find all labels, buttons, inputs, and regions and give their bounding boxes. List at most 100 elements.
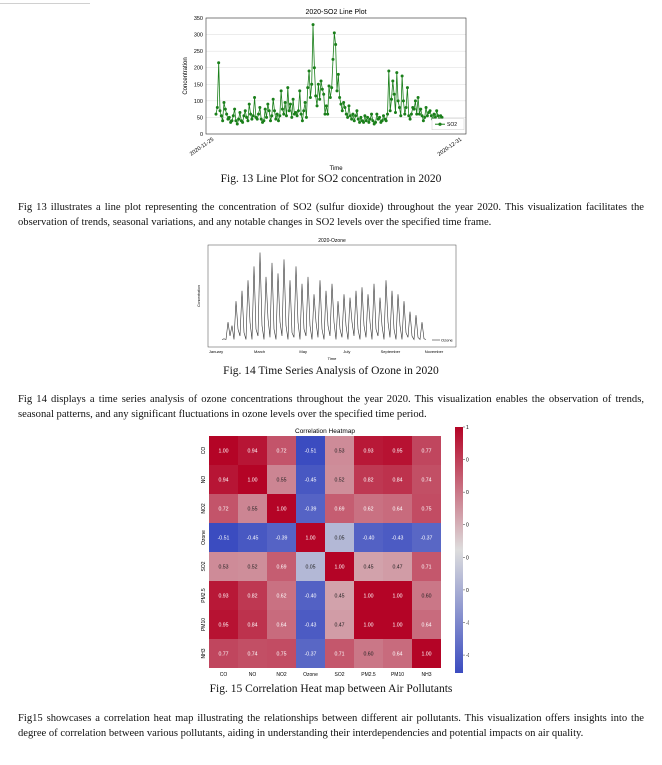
heatmap-cell (238, 581, 267, 610)
heatmap-cell (267, 552, 296, 581)
so2-data-point (269, 119, 273, 123)
so2-data-point (251, 114, 255, 118)
cell-value-label: -0.51 (305, 449, 317, 455)
so2-data-point (283, 101, 287, 105)
so2-data-point (391, 79, 395, 83)
x-axis-label: Time (329, 166, 343, 172)
cell-value-label: 1.00 (305, 536, 315, 542)
heatmap-cell (325, 465, 354, 494)
heatmap-cell (296, 523, 325, 552)
heatmap-cell (412, 639, 441, 668)
cell-value-label: 0.60 (363, 652, 373, 658)
so2-data-point (331, 57, 335, 61)
top-rule (0, 0, 90, 4)
cell-value-label: 0.93 (218, 594, 228, 600)
cell-value-label: 0.64 (421, 623, 431, 629)
heatmap-cell (412, 494, 441, 523)
so2-data-point (359, 115, 363, 119)
colorbar-tick-label: 0.0 (466, 588, 469, 594)
so2-data-point (267, 109, 271, 113)
so2-data-point (306, 86, 310, 90)
so2-data-point (348, 114, 352, 118)
so2-data-point (318, 97, 322, 101)
so2-data-point (395, 71, 399, 75)
so2-data-point (363, 114, 367, 118)
cell-value-label: 1.00 (392, 623, 402, 629)
x-tick-label: NO2 (276, 672, 287, 678)
y-tick-label: 300 (194, 33, 203, 39)
y-tick-label: Ozone (201, 530, 207, 545)
heatmap-cell (325, 581, 354, 610)
cell-value-label: 0.64 (392, 507, 402, 513)
chart-title: Correlation Heatmap (295, 428, 355, 435)
so2-data-point (322, 92, 326, 96)
so2-data-point (338, 96, 342, 100)
so2-data-point (238, 110, 242, 114)
so2-data-point (352, 119, 356, 123)
cell-value-label: 0.05 (305, 565, 315, 571)
so2-data-point (221, 119, 225, 123)
cell-value-label: 0.45 (363, 565, 373, 571)
ozone-series-line (221, 252, 427, 341)
so2-data-point (346, 115, 350, 119)
cell-value-label: 0.62 (363, 507, 373, 513)
so2-data-point (343, 105, 347, 109)
so2-data-point (396, 99, 400, 103)
heatmap-cell (354, 436, 383, 465)
heatmap-cell (209, 639, 238, 668)
cell-value-label: -0.43 (305, 623, 317, 629)
heatmap-cell (354, 494, 383, 523)
x-tick-label: PM10 (391, 672, 404, 678)
so2-data-point (326, 112, 330, 116)
cell-value-label: 0.84 (247, 623, 257, 629)
x-tick-label: September (381, 349, 401, 354)
chart-title: 2020-SO2 Line Plot (305, 9, 366, 16)
so2-data-point (235, 122, 239, 126)
cell-value-label: 0.64 (392, 652, 402, 658)
so2-data-point (385, 112, 389, 116)
so2-data-point (344, 112, 348, 116)
so2-data-point (405, 86, 409, 90)
so2-data-point (282, 112, 286, 116)
so2-data-point (408, 117, 412, 121)
cell-value-label: -0.39 (276, 536, 288, 542)
so2-data-point (230, 119, 234, 123)
so2-data-point (400, 74, 404, 78)
cell-value-label: 0.84 (392, 478, 402, 484)
so2-data-point (314, 94, 318, 98)
so2-data-point (290, 115, 294, 119)
so2-data-point (304, 115, 308, 119)
so2-data-point (423, 115, 427, 119)
x-tick-label: NO (249, 672, 257, 678)
cell-value-label: 0.53 (218, 565, 228, 571)
cell-value-label: 1.00 (392, 594, 402, 600)
so2-data-point (284, 114, 288, 118)
so2-data-point (288, 102, 292, 106)
so2-data-point (324, 104, 328, 108)
so2-data-point (429, 114, 433, 118)
so2-data-point (375, 112, 379, 116)
heatmap-cell (209, 610, 238, 639)
x-tick-label: 2020-11-25 (189, 137, 215, 158)
heatmap-cell (296, 610, 325, 639)
so2-data-point (368, 117, 372, 121)
so2-data-point (233, 107, 237, 111)
so2-data-point (286, 86, 290, 90)
so2-data-point (382, 114, 386, 118)
so2-data-point (420, 114, 424, 118)
so2-data-point (403, 112, 407, 116)
so2-data-point (294, 110, 298, 114)
so2-data-point (374, 120, 378, 124)
so2-data-point (393, 110, 397, 114)
x-tick-label: SO2 (334, 672, 344, 678)
so2-data-point (356, 117, 360, 121)
colorbar (455, 427, 463, 673)
so2-line-chart: 2020-SO2 Line Plot 0 50 100 150 200 250 300 350 C… (183, 9, 467, 172)
heatmap-cell (325, 436, 354, 465)
cell-value-label: 0.47 (334, 623, 344, 629)
cell-value-label: -0.45 (247, 536, 259, 542)
so2-data-point (263, 107, 267, 111)
so2-data-point (250, 117, 254, 121)
y-tick-label: 50 (197, 115, 203, 121)
cell-value-label: -0.37 (305, 652, 317, 658)
